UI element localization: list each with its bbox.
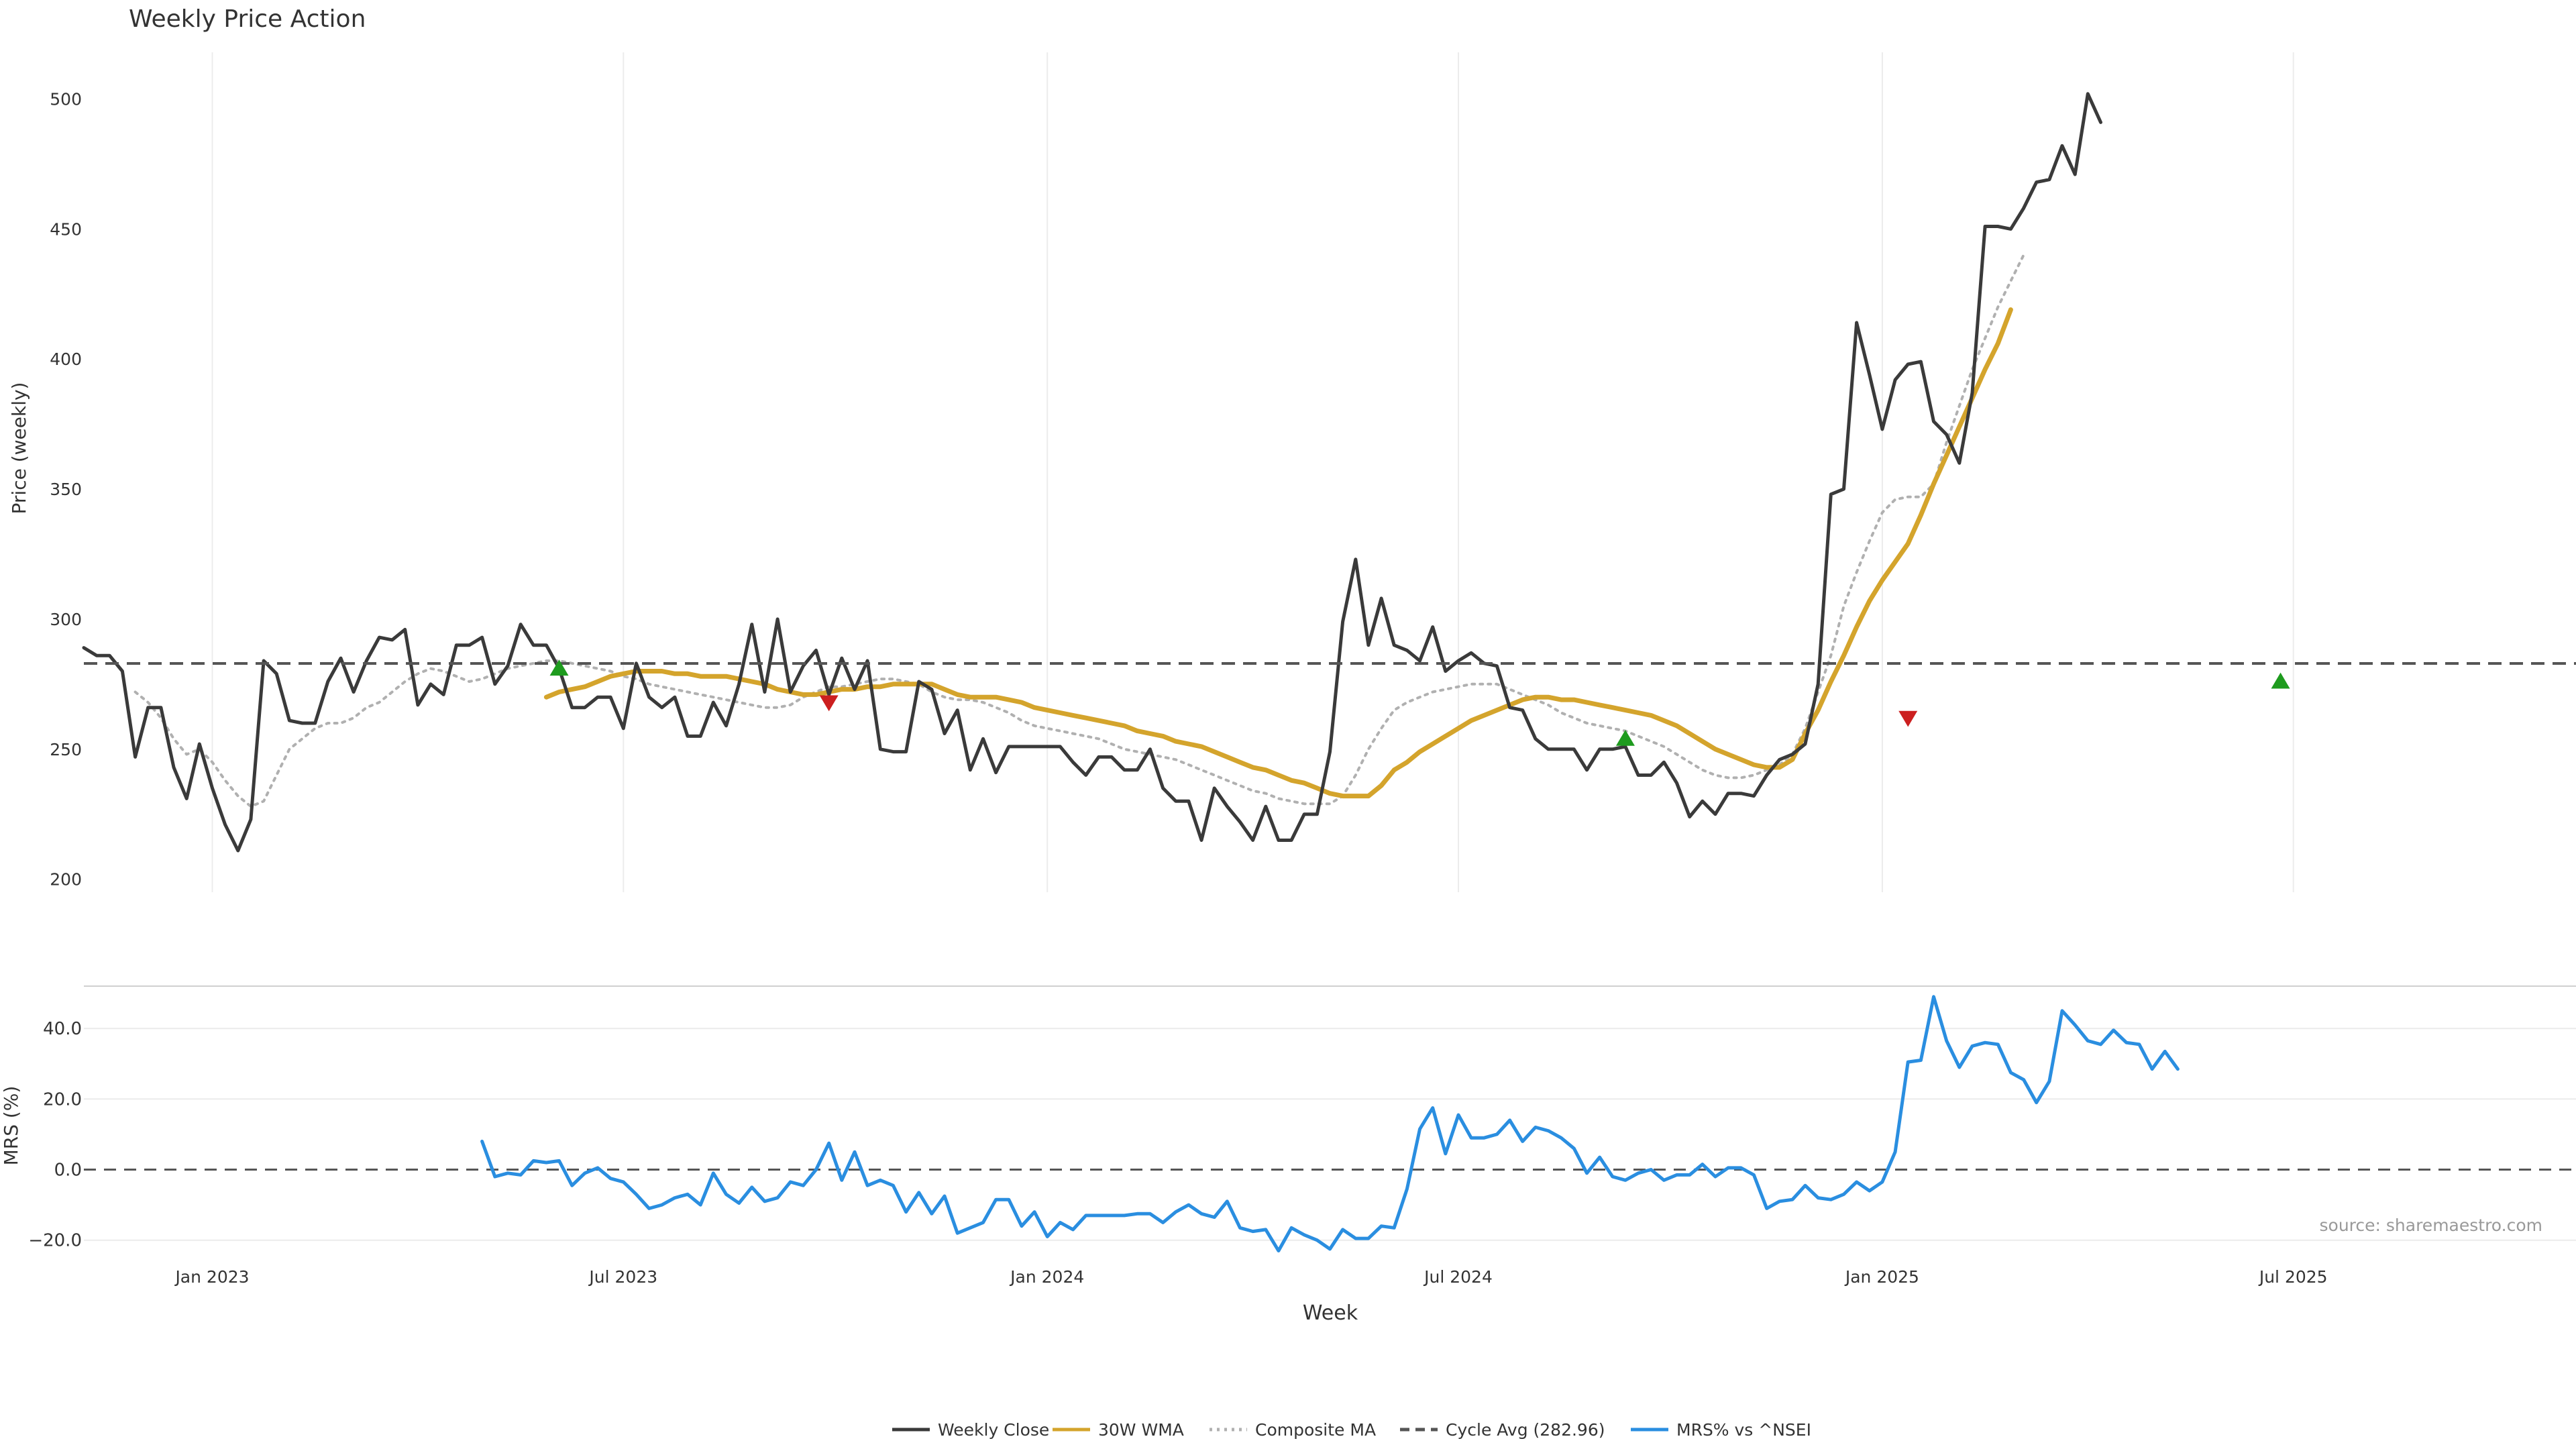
chart-title: Weekly Price Action: [129, 5, 366, 33]
x-tick-label: Jan 2023: [174, 1267, 249, 1287]
x-tick-label: Jan 2025: [1844, 1267, 1919, 1287]
buy-signal-marker: [549, 659, 569, 676]
legend-label: Cycle Avg (282.96): [1446, 1420, 1605, 1440]
mrs-series-group: [480, 995, 2180, 1252]
buy-signal-marker: [2271, 672, 2290, 689]
30w-wma-line: [543, 307, 2013, 799]
price-y-tick-label: 300: [50, 610, 82, 629]
x-tick-label: Jul 2024: [1423, 1267, 1493, 1287]
mrs-panel-grid: −20.0 0.0 20.0 40.0: [28, 985, 2576, 1251]
mrs-y-tick-label: 40.0: [43, 1019, 82, 1039]
sell-signal-marker: [819, 695, 839, 712]
price-y-tick-label: 500: [50, 90, 82, 109]
price-y-tick-label: 450: [50, 219, 82, 239]
price-y-tick-label: 400: [50, 350, 82, 369]
mrs-line: [480, 995, 2180, 1252]
sell-signal-marker: [1898, 710, 1918, 727]
x-tick-label: Jul 2025: [2258, 1267, 2328, 1287]
watermark: source: sharemaestro.com: [2320, 1216, 2543, 1235]
x-tick-labels: Jan 2023 Jul 2023 Jan 2024 Jul 2024 Jan 2025…: [174, 1267, 2327, 1287]
price-y-tick-label: 200: [50, 870, 82, 890]
legend: Weekly Close 30W WMA Composite MA Cycle Avg…: [892, 1420, 1811, 1440]
mrs-y-tick-label: 20.0: [43, 1089, 82, 1110]
price-panel-grid: 200 250 300 350 400 450 500: [50, 52, 2294, 892]
signal-markers: [549, 659, 2290, 746]
mrs-y-axis-label: MRS (%): [0, 1086, 22, 1166]
legend-label: 30W WMA: [1098, 1420, 1184, 1440]
price-y-tick-label: 350: [50, 480, 82, 499]
legend-label: Weekly Close: [938, 1420, 1049, 1440]
composite-ma-line: [133, 254, 2025, 808]
mrs-y-tick-label: 0.0: [54, 1161, 82, 1181]
x-tick-label: Jul 2023: [588, 1267, 657, 1287]
buy-signal-marker: [1615, 729, 1635, 746]
x-axis-label: Week: [1303, 1301, 1358, 1325]
mrs-y-tick-label: −20.0: [28, 1231, 82, 1251]
legend-label: MRS% vs ^NSEI: [1676, 1420, 1811, 1440]
price-series-group: [82, 92, 2576, 853]
x-tick-label: Jan 2024: [1009, 1267, 1084, 1287]
legend-label: Composite MA: [1255, 1420, 1376, 1440]
price-y-axis-label: Price (weekly): [8, 382, 30, 515]
price-y-tick-label: 250: [50, 740, 82, 759]
weekly-close-line: [82, 92, 2102, 853]
